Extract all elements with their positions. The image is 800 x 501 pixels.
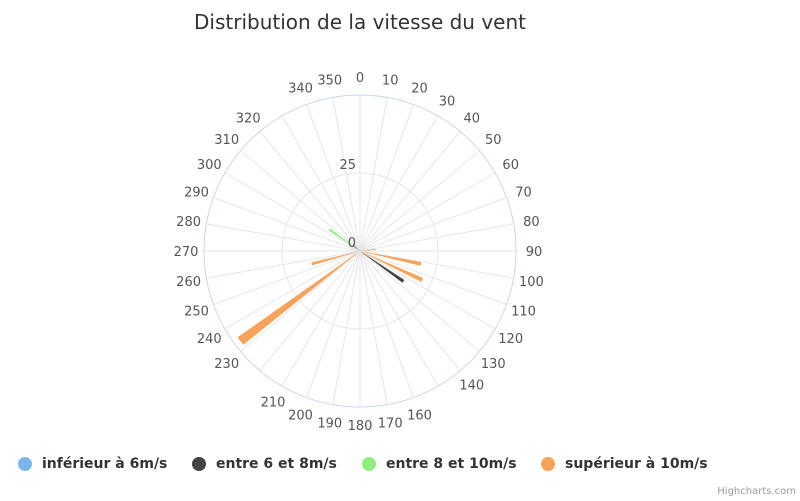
chart-title: Distribution de la vitesse du vent <box>194 10 526 34</box>
angle-tick-label: 300 <box>197 158 222 173</box>
angle-tick-label: 340 <box>288 82 313 97</box>
angle-tick-label: 100 <box>519 275 544 290</box>
angle-tick-label: 210 <box>261 396 286 411</box>
angle-tick-label: 0 <box>356 71 364 86</box>
angle-tick-label: 160 <box>407 409 432 424</box>
legend-item[interactable]: entre 8 et 10m/s <box>362 456 517 472</box>
pane-border <box>203 94 517 408</box>
angle-tick-label: 200 <box>288 409 313 424</box>
angle-tick-label: 20 <box>411 82 428 97</box>
radial-labels: 0 25 <box>339 158 356 251</box>
angle-tick-label: 70 <box>515 186 532 201</box>
bar-supérieur-à-10m/s[interactable] <box>237 251 360 345</box>
legend-marker-icon <box>192 457 206 471</box>
legend: inférieur à 6m/s entre 6 et 8m/s entre 8 e… <box>0 448 800 482</box>
polar-bars <box>237 228 424 345</box>
credits-link[interactable]: Highcharts.com <box>717 486 796 497</box>
angle-tick-label: 30 <box>439 94 456 109</box>
angle-tick-label: 10 <box>382 74 399 89</box>
bar-supérieur-à-10m/s[interactable] <box>360 251 365 256</box>
angle-tick-label: 290 <box>184 186 209 201</box>
legend-marker-icon <box>541 457 555 471</box>
grid-circle <box>281 172 439 330</box>
angle-tick-label: 140 <box>459 378 484 393</box>
angle-tick-label: 120 <box>498 332 523 347</box>
bar-entre-6-et-8m/s[interactable] <box>353 244 360 251</box>
legend-marker-icon <box>362 457 376 471</box>
legend-marker-icon <box>18 457 32 471</box>
angle-tick-label: 320 <box>236 112 261 127</box>
bar-entre-8-et-10m/s[interactable] <box>328 228 360 251</box>
bar-supérieur-à-10m/s[interactable] <box>311 251 360 266</box>
legend-item[interactable]: inférieur à 6m/s <box>18 456 167 472</box>
angle-tick-label: 350 <box>317 74 342 89</box>
angle-tick-label: 50 <box>485 133 502 148</box>
legend-label: entre 6 et 8m/s <box>216 456 337 472</box>
angle-tick-label: 240 <box>197 332 222 347</box>
bar-entre-6-et-8m/s[interactable] <box>360 251 405 283</box>
angle-tick-label: 40 <box>464 112 481 127</box>
angle-tick-label: 280 <box>176 215 201 230</box>
legend-item[interactable]: supérieur à 10m/s <box>541 456 708 472</box>
legend-item[interactable]: entre 6 et 8m/s <box>192 456 337 472</box>
angle-tick-label: 170 <box>378 416 403 431</box>
bar-supérieur-à-10m/s[interactable] <box>360 251 424 282</box>
angle-tick-label: 190 <box>317 416 342 431</box>
angle-tick-label: 310 <box>214 133 239 148</box>
radial-tick-label: 0 <box>348 236 356 251</box>
angle-tick-label: 130 <box>481 357 506 372</box>
angle-tick-label: 110 <box>511 305 536 320</box>
legend-label: inférieur à 6m/s <box>42 456 168 472</box>
legend-label: entre 8 et 10m/s <box>386 456 517 472</box>
legend-label: supérieur à 10m/s <box>565 456 708 472</box>
angle-tick-label: 250 <box>184 305 209 320</box>
angle-tick-label: 230 <box>214 357 239 372</box>
radial-tick-label: 25 <box>339 158 356 173</box>
angle-tick-label: 80 <box>523 215 540 230</box>
angle-tick-label: 60 <box>502 158 519 173</box>
angle-tick-label: 260 <box>176 275 201 290</box>
bar-supérieur-à-10m/s[interactable] <box>360 248 376 251</box>
bar-supérieur-à-10m/s[interactable] <box>360 251 422 266</box>
angle-tick-label: 270 <box>174 245 199 260</box>
angle-tick-label: 180 <box>348 419 373 434</box>
angle-tick-label: 90 <box>526 245 543 260</box>
polar-grid <box>203 94 517 408</box>
